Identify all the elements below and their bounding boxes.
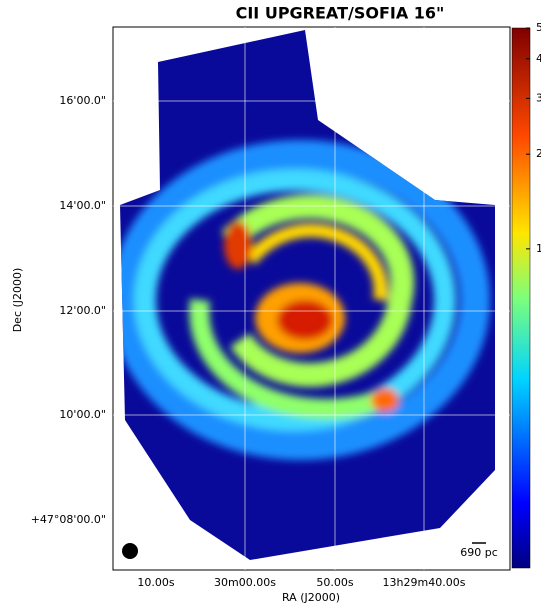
colorbar-tick-label: 2 (536, 147, 541, 160)
y-tick-label: 12'00.0" (59, 304, 106, 317)
x-tick-label: 50.00s (316, 576, 353, 589)
colorbar (512, 28, 530, 568)
x-tick-label: 10.00s (137, 576, 174, 589)
chart-title: CII UPGREAT/SOFIA 16" (236, 4, 445, 23)
x-axis-label: RA (J2000) (282, 591, 340, 604)
chart: 690 pc CII UPGREAT/SOFIA 16" RA (J2000) … (0, 0, 541, 604)
colorbar-tick-label: 4 (536, 52, 541, 65)
y-axis-label: Dec (J2000) (11, 268, 24, 333)
scale-bar-label: 690 pc (460, 546, 498, 559)
y-tick-label: +47°08'00.0" (31, 513, 106, 526)
x-tick-label: 13h29m40.00s (383, 576, 466, 589)
beam (122, 543, 138, 559)
x-tick-label: 30m00.00s (214, 576, 276, 589)
colorbar-tick-label: 5 (536, 21, 541, 34)
colorbar-tick-label: 1 (536, 242, 541, 255)
y-tick-label: 10'00.0" (59, 408, 106, 421)
y-tick-label: 14'00.0" (59, 199, 106, 212)
y-tick-label: 16'00.0" (59, 94, 106, 107)
colorbar-tick-label: 3 (536, 91, 541, 104)
